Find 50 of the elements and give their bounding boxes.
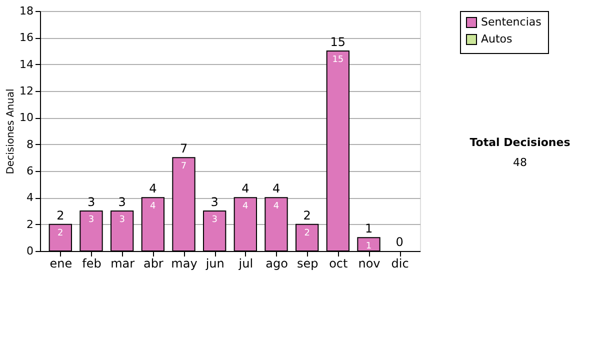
data-label: 3: [88, 215, 94, 225]
data-label: 2: [58, 228, 64, 238]
data-label: 1: [366, 242, 372, 252]
data-label: 4: [150, 202, 156, 212]
y-tick-label: 12: [20, 84, 34, 98]
y-tick-label: 14: [20, 58, 34, 71]
x-tick-label: ago: [266, 256, 288, 270]
total-label: 4: [242, 182, 250, 196]
data-label: 3: [212, 215, 218, 225]
y-tick-label: 8: [26, 138, 34, 151]
y-tick-label: 2: [26, 218, 34, 231]
x-tick-label: jul: [238, 256, 254, 270]
total-label: 1: [364, 222, 373, 236]
data-label: 7: [180, 162, 187, 172]
legend-label: Autos: [481, 32, 513, 46]
total-label: 4: [149, 182, 157, 196]
x-tick-label: nov: [358, 256, 380, 270]
x-tick-label: dic: [391, 256, 409, 270]
x-tick-label: mar: [110, 256, 135, 270]
total-label: 2: [303, 208, 311, 222]
x-tick-label: may: [171, 256, 198, 270]
y-tick-label: 10: [20, 111, 34, 124]
total-label: 2: [56, 208, 64, 222]
x-tick-label: ene: [50, 256, 72, 270]
total-label: 4: [272, 182, 280, 196]
legend-label: Sentencias: [481, 16, 542, 28]
total-label: 3: [87, 195, 96, 209]
data-label: 4: [242, 202, 249, 212]
y-axis-title: Decisiones Anual: [6, 88, 17, 174]
y-tick-label: 16: [20, 31, 34, 44]
text: 48: [513, 156, 527, 169]
x-tick-label: oct: [329, 256, 348, 270]
y-tick-label: 6: [26, 164, 34, 178]
data-label: 3: [119, 215, 125, 225]
total-label: 3: [118, 195, 126, 209]
total-label: 3: [210, 195, 218, 209]
text: Total Decisiones: [470, 136, 571, 149]
x-tick-label: sep: [296, 256, 318, 270]
x-tick-label: abr: [143, 256, 164, 270]
total-label: 0: [396, 235, 404, 249]
total-label: 7: [180, 142, 188, 156]
total-label: 15: [330, 35, 346, 49]
x-tick-label: feb: [82, 256, 102, 270]
y-tick-label: 4: [26, 191, 34, 204]
y-tick-label: 0: [26, 244, 34, 258]
data-label: 2: [304, 228, 310, 238]
y-tick-label: 18: [20, 4, 34, 18]
x-tick-label: jun: [204, 256, 224, 270]
data-label: 15: [332, 55, 344, 65]
data-label: 4: [273, 202, 280, 212]
